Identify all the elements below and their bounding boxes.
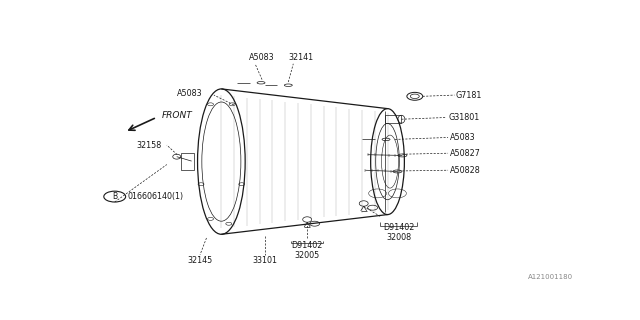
Text: A5083: A5083 [249, 53, 275, 62]
Text: D91402: D91402 [291, 241, 323, 250]
Text: 32158: 32158 [136, 140, 161, 149]
Text: D91402: D91402 [383, 223, 415, 232]
Text: A121001180: A121001180 [529, 274, 573, 280]
Text: 016606140(1): 016606140(1) [127, 192, 184, 201]
Text: A50827: A50827 [449, 149, 481, 158]
Text: FRONT: FRONT [162, 111, 193, 120]
Text: G31801: G31801 [448, 113, 479, 122]
Text: 33101: 33101 [252, 256, 277, 266]
Text: 32005: 32005 [294, 251, 320, 260]
Text: A50828: A50828 [449, 166, 480, 175]
Text: 32145: 32145 [188, 256, 212, 266]
Text: A5083: A5083 [177, 89, 203, 98]
Text: B: B [112, 192, 117, 201]
Text: G7181: G7181 [456, 91, 483, 100]
Text: A5083: A5083 [449, 133, 475, 142]
Text: 32008: 32008 [387, 233, 412, 242]
Text: 32141: 32141 [288, 53, 314, 62]
